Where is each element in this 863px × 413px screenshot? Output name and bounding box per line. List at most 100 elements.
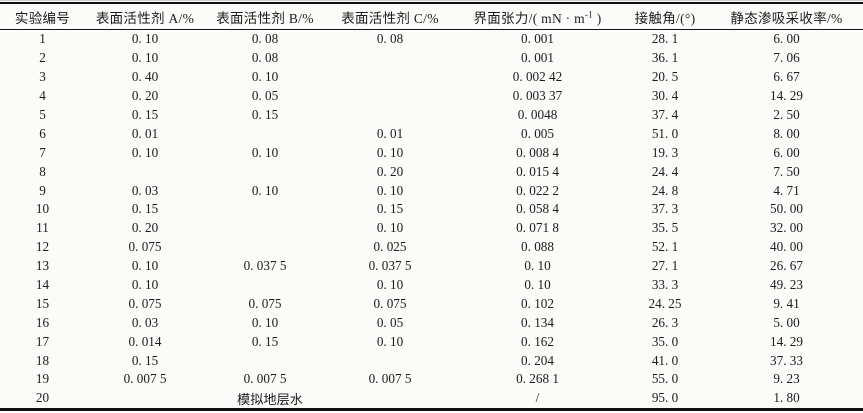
cell: 0. 075 <box>373 295 407 311</box>
cell: 9. 41 <box>773 295 800 311</box>
cell: 0. 10 <box>376 220 404 236</box>
cell <box>325 351 455 370</box>
cell: 6. 67 <box>773 69 800 85</box>
cell: 6. 00 <box>773 31 800 47</box>
cell: 0. 05 <box>251 88 279 104</box>
cell: 0. 058 4 <box>516 201 559 217</box>
cell: 模拟地层水 <box>237 391 303 407</box>
cell: 0. 268 1 <box>516 371 559 387</box>
cell: 4 <box>39 88 46 104</box>
cell: 19. 3 <box>651 144 679 160</box>
cell: 1. 80 <box>773 390 800 406</box>
cell: 41. 0 <box>651 352 679 368</box>
cell: 0. 20 <box>131 88 159 104</box>
table-row: 16 0. 03 0. 10 0. 05 0. 134 26. 3 5. 00 <box>0 313 863 332</box>
cell: 49. 23 <box>770 277 803 293</box>
cell: 6. 00 <box>773 144 800 160</box>
table-row: 18 0. 15 0. 204 41. 0 37. 33 <box>0 351 863 370</box>
cell: 11 <box>36 220 49 236</box>
cell: 27. 1 <box>651 258 679 274</box>
cell: 16 <box>35 314 50 330</box>
cell: 19 <box>35 371 50 387</box>
cell: 0. 10 <box>251 314 279 330</box>
cell: 0. 134 <box>521 314 554 330</box>
cell: 0. 007 5 <box>243 371 287 387</box>
cell: 0. 075 <box>248 295 282 311</box>
cell: 0. 007 5 <box>123 371 167 387</box>
cell: 0. 15 <box>131 352 159 368</box>
unit-superscript: -1 <box>584 9 594 19</box>
table-row: 10 0. 15 0. 15 0. 058 4 37. 3 50. 00 <box>0 200 863 219</box>
cell: 0. 037 5 <box>368 258 412 274</box>
table-row: 5 0. 15 0. 15 0. 0048 37. 4 2. 50 <box>0 106 863 125</box>
cell <box>205 124 325 143</box>
cell: 0. 008 4 <box>516 144 559 160</box>
cell <box>205 276 325 295</box>
cell: 0. 08 <box>376 31 404 47</box>
cell: 0. 10 <box>131 258 159 274</box>
cell: 0. 03 <box>131 182 159 198</box>
cell: 8 <box>39 163 46 179</box>
cell: 0. 022 2 <box>516 182 559 198</box>
cell <box>325 106 455 125</box>
table-row: 1 0. 10 0. 08 0. 08 0. 001 28. 1 6. 00 <box>0 30 863 49</box>
cell: 0. 10 <box>376 333 404 349</box>
cell <box>205 162 325 181</box>
table-row: 14 0. 10 0. 10 0. 10 33. 3 49. 23 <box>0 276 863 295</box>
unit-suffix: ) <box>593 10 602 26</box>
cell: 0. 075 <box>128 295 162 311</box>
header-cell-interfacial-tension: 界面张力/( mN · m-1 ) <box>455 3 620 30</box>
cell: 5 <box>39 107 46 122</box>
cell: 0. 014 <box>128 333 162 349</box>
cell: 9 <box>39 182 46 198</box>
cell <box>205 219 325 238</box>
cell: 7. 50 <box>773 163 800 179</box>
cell: 13 <box>35 258 50 274</box>
cell: 0. 001 <box>521 50 554 66</box>
cell <box>205 200 325 219</box>
cell: 26. 3 <box>651 314 679 330</box>
cell: 0. 10 <box>251 69 279 85</box>
cell: 0. 10 <box>251 144 279 160</box>
cell: 0. 005 <box>521 125 554 141</box>
cell: 0. 088 <box>521 239 554 255</box>
cell: 0. 03 <box>131 314 159 330</box>
scan-edge-line <box>0 0 863 1</box>
cell: 0. 071 8 <box>516 220 559 236</box>
cell: 0. 10 <box>376 144 404 160</box>
header-cell-surfactant-a: 表面活性剂 A/% <box>85 3 205 30</box>
cell: 2. 50 <box>773 107 800 122</box>
table-row: 6 0. 01 0. 01 0. 005 51. 0 8. 00 <box>0 124 863 143</box>
cell: 0. 15 <box>251 333 279 349</box>
cell: 0. 01 <box>376 125 404 141</box>
cell: 0. 10 <box>131 144 159 160</box>
table-row: 8 0. 20 0. 015 4 24. 4 7. 50 <box>0 162 863 181</box>
cell: 0. 20 <box>376 163 404 179</box>
cell: 0. 10 <box>376 182 404 198</box>
cell: 50. 00 <box>770 201 803 217</box>
cell: 0. 025 <box>373 239 407 255</box>
table-row: 19 0. 007 5 0. 007 5 0. 007 5 0. 268 1 55. 0 9… <box>0 370 863 389</box>
cell: 10 <box>35 201 50 217</box>
cell: 37. 3 <box>651 201 679 217</box>
cell: 0. 20 <box>131 220 159 236</box>
cell: 0. 015 4 <box>516 163 559 179</box>
cell: 0. 10 <box>524 277 551 293</box>
cell: 32. 00 <box>770 220 803 236</box>
cell: 8. 00 <box>773 125 800 141</box>
cell: 26. 67 <box>770 258 803 274</box>
cell: 20 <box>35 390 50 406</box>
cell: 0. 075 <box>128 239 162 255</box>
table-row: 17 0. 014 0. 15 0. 10 0. 162 35. 0 14. 29 <box>0 332 863 351</box>
cell <box>205 351 325 370</box>
cell: 5. 00 <box>773 314 800 330</box>
cell: 0. 05 <box>376 314 404 330</box>
cell: 0. 15 <box>131 201 159 217</box>
cell: 0. 10 <box>131 277 159 293</box>
cell: 37. 33 <box>770 352 803 368</box>
table-header-row: 实验编号 表面活性剂 A/% 表面活性剂 B/% 表面活性剂 C/% 界面张力/… <box>0 3 863 30</box>
cell: 1 <box>39 31 46 47</box>
cell: 0. 15 <box>131 107 159 122</box>
